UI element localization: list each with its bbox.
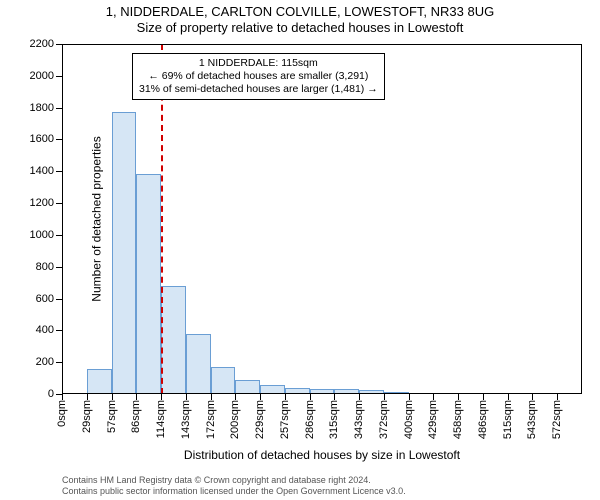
y-tick [56, 203, 62, 204]
x-tick-label: 286sqm [304, 400, 316, 439]
footer: Contains HM Land Registry data © Crown c… [62, 475, 582, 496]
y-tick-label: 1200 [30, 197, 54, 209]
footer-line: Contains public sector information licen… [62, 486, 582, 496]
plot-area: 0200400600800100012001400160018002000220… [62, 44, 582, 394]
x-tick-label: 0sqm [56, 400, 68, 427]
annotation-box: 1 NIDDERDALE: 115sqm ← 69% of detached h… [132, 53, 385, 100]
x-tick-label: 572sqm [551, 400, 563, 439]
y-tick-label: 0 [48, 388, 54, 400]
y-tick-label: 2200 [30, 38, 54, 50]
y-tick [56, 108, 62, 109]
y-tick [56, 362, 62, 363]
x-tick-label: 515sqm [502, 400, 514, 439]
y-tick [56, 267, 62, 268]
x-tick-label: 29sqm [81, 400, 93, 433]
chart-title-line1: 1, NIDDERDALE, CARLTON COLVILLE, LOWESTO… [0, 4, 600, 20]
x-tick-label: 343sqm [353, 400, 365, 439]
y-tick-label: 400 [36, 324, 54, 336]
y-axis-title-container: Number of detached properties [6, 44, 20, 394]
y-tick [56, 330, 62, 331]
chart-title-line2: Size of property relative to detached ho… [0, 20, 600, 36]
chart-container: 1, NIDDERDALE, CARLTON COLVILLE, LOWESTO… [0, 0, 600, 500]
x-tick-label: 114sqm [155, 400, 167, 438]
footer-line: Contains HM Land Registry data © Crown c… [62, 475, 582, 485]
y-tick-label: 600 [36, 293, 54, 305]
y-tick-label: 2000 [30, 70, 54, 82]
y-tick [56, 139, 62, 140]
y-tick-label: 1000 [30, 229, 54, 241]
y-tick-label: 800 [36, 261, 54, 273]
y-tick [56, 299, 62, 300]
annotation-line: 31% of semi-detached houses are larger (… [139, 83, 378, 96]
x-tick-label: 372sqm [378, 400, 390, 439]
y-tick-label: 1800 [30, 102, 54, 114]
x-tick-label: 57sqm [106, 400, 118, 433]
x-tick-label: 172sqm [205, 400, 217, 439]
x-tick-label: 400sqm [403, 400, 415, 439]
x-tick-label: 200sqm [229, 400, 241, 439]
y-tick-label: 1400 [30, 165, 54, 177]
x-tick-label: 429sqm [427, 400, 439, 439]
x-tick-label: 257sqm [279, 400, 291, 439]
x-tick-label: 229sqm [254, 400, 266, 439]
y-tick [56, 235, 62, 236]
x-tick-label: 486sqm [477, 400, 489, 439]
x-tick-label: 315sqm [328, 400, 340, 439]
x-tick-label: 543sqm [526, 400, 538, 439]
annotation-line: 1 NIDDERDALE: 115sqm [139, 57, 378, 70]
y-tick-label: 1600 [30, 133, 54, 145]
annotation-line: ← 69% of detached houses are smaller (3,… [139, 70, 378, 83]
x-tick-label: 86sqm [130, 400, 142, 433]
y-tick [56, 76, 62, 77]
x-axis-title: Distribution of detached houses by size … [62, 448, 582, 462]
x-tick-label: 458sqm [452, 400, 464, 439]
x-tick-label: 143sqm [180, 400, 192, 439]
y-tick [56, 171, 62, 172]
y-tick-label: 200 [36, 356, 54, 368]
y-tick [56, 44, 62, 45]
